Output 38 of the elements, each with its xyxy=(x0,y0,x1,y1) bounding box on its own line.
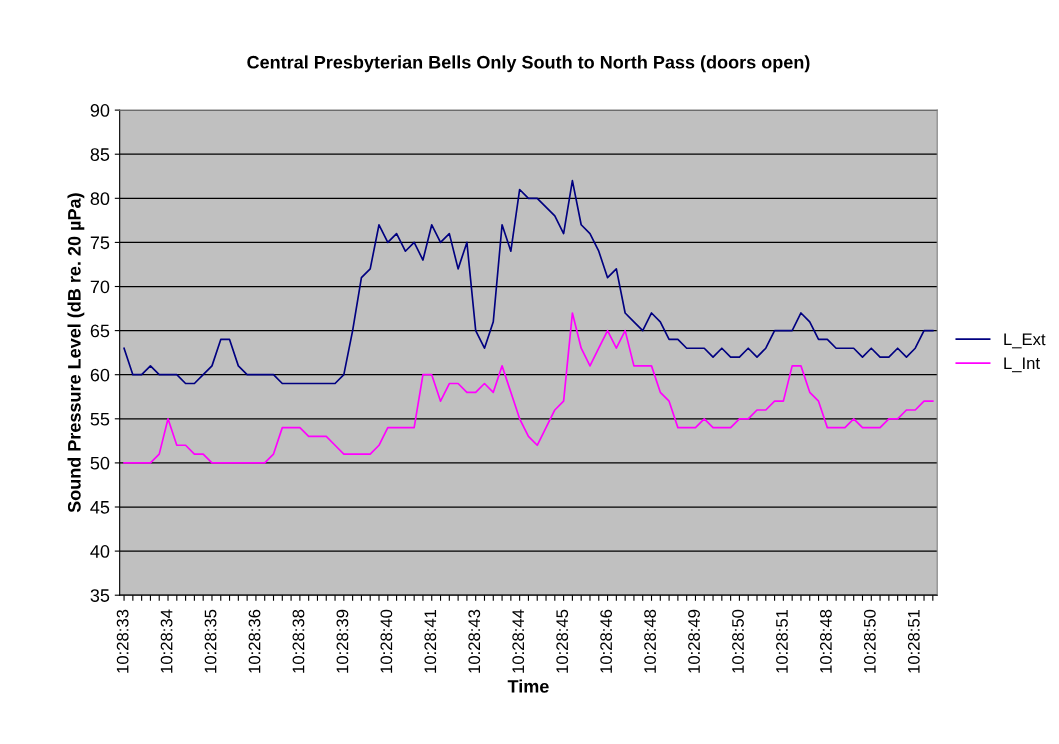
x-tick-label: 10:28:44 xyxy=(512,609,525,673)
x-tick-label: 10:28:38 xyxy=(292,609,305,673)
line-series xyxy=(123,179,934,385)
y-tick-label: 50 xyxy=(90,456,110,470)
x-tick-label: 10:28:36 xyxy=(248,609,261,673)
x-tick-label: 10:28:39 xyxy=(336,609,349,673)
x-tick-label: 10:28:43 xyxy=(468,609,481,673)
x-tick-label: 10:28:35 xyxy=(204,609,217,673)
y-tick-label: 35 xyxy=(90,589,110,602)
y-tick-label: 40 xyxy=(90,545,110,558)
x-tick-label: 10:28:34 xyxy=(160,609,173,673)
x-tick-label: 10:28:41 xyxy=(424,609,437,673)
y-axis-title: Sound Pressure Level (dB re. 20 µPa) xyxy=(67,193,85,513)
x-tick-label: 10:28:50 xyxy=(863,609,876,673)
x-tick-label: 10:28:48 xyxy=(820,609,832,673)
x-tick-label: 10:28:51 xyxy=(907,609,920,673)
legend-label: L_Int xyxy=(1004,357,1040,373)
x-tick-label: 10:28:40 xyxy=(380,609,393,673)
line-series xyxy=(123,312,934,464)
y-tick-label: 65 xyxy=(90,324,110,338)
x-tick-label: 10:28:33 xyxy=(116,609,129,673)
y-tick-label: 85 xyxy=(90,148,110,161)
x-tick-label: 10:28:45 xyxy=(556,609,569,673)
x-axis-title: Time xyxy=(507,679,549,693)
y-tick-label: 70 xyxy=(90,280,110,294)
legend-label: L_Ext xyxy=(1004,333,1046,349)
y-tick-label: 45 xyxy=(90,501,110,514)
x-tick-label: 10:28:50 xyxy=(732,609,744,673)
y-tick-label: 80 xyxy=(90,192,110,206)
y-tick-label: 60 xyxy=(90,368,110,382)
y-tick-label: 75 xyxy=(90,236,110,250)
x-tick-label: 10:28:51 xyxy=(776,609,788,673)
x-tick-label: 10:28:46 xyxy=(600,609,613,673)
y-tick-label: 90 xyxy=(90,104,110,117)
chart-title: Central Presbyterian Bells Only South to North Pass (doors open) xyxy=(247,55,810,73)
x-tick-label: 10:28:49 xyxy=(688,609,700,673)
y-tick-label: 55 xyxy=(90,412,110,426)
x-tick-label: 10:28:48 xyxy=(644,609,656,673)
